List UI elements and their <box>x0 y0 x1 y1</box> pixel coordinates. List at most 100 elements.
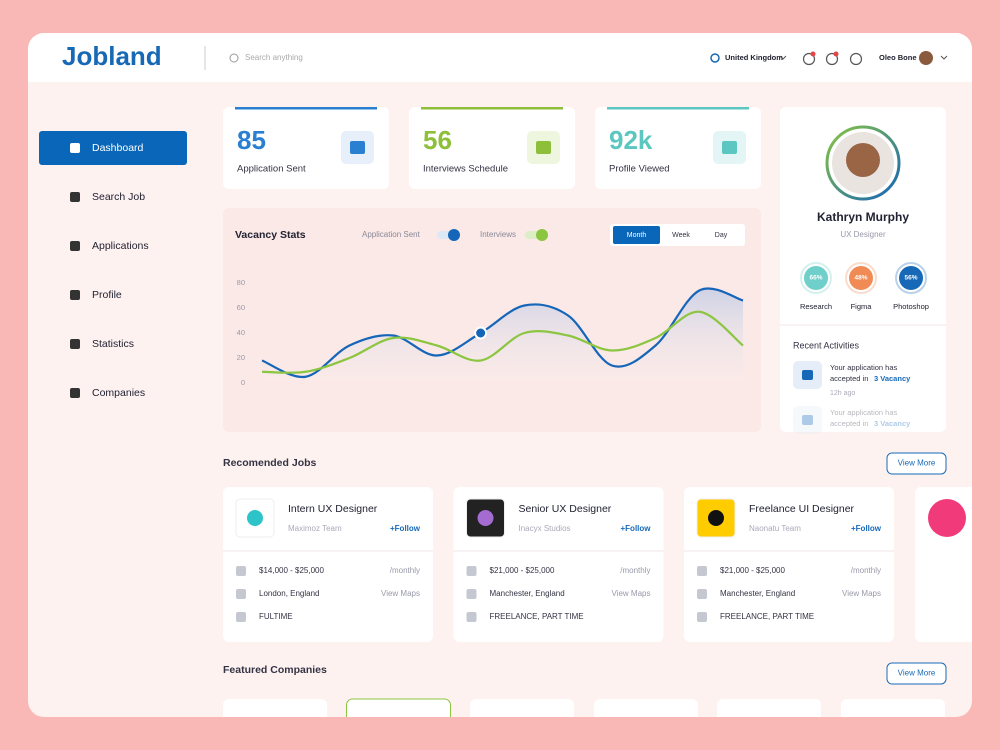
search-input[interactable]: Search anything <box>245 53 303 62</box>
stat-card <box>409 107 575 189</box>
nav-item[interactable]: Dashboard <box>92 142 144 154</box>
highlight-point[interactable] <box>474 326 488 340</box>
company-card[interactable] <box>223 699 327 739</box>
user-avatar <box>919 51 933 65</box>
nav-icon <box>70 143 80 153</box>
follow-button[interactable]: +Follow <box>621 524 652 533</box>
job-company: Maximoz Team <box>288 524 342 533</box>
skill-value: 66% <box>809 275 822 282</box>
company-card[interactable] <box>346 698 451 739</box>
user-name: Oleo Bone <box>879 53 917 62</box>
skill-circle <box>804 266 828 290</box>
activity-text: accepted in <box>830 419 868 428</box>
row-icon <box>697 589 707 599</box>
company-logo-glyph <box>247 510 263 526</box>
job-maps[interactable]: View Maps <box>381 589 420 598</box>
nav-item[interactable]: Applications <box>92 240 149 252</box>
header-icon[interactable] <box>849 52 863 66</box>
legend-swatch <box>536 229 548 241</box>
row-icon <box>236 566 246 576</box>
nav-item[interactable]: Profile <box>92 289 122 301</box>
follow-button[interactable]: +Follow <box>390 524 421 533</box>
skill-name: Photoshop <box>893 302 929 311</box>
job-title: Senior UX Designer <box>519 503 612 515</box>
company-card[interactable] <box>841 699 945 739</box>
search-icon <box>229 53 239 63</box>
stat-icon-glyph <box>350 141 365 154</box>
y-tick-label: 20 <box>237 353 245 362</box>
profile-role: UX Designer <box>840 230 886 239</box>
area-fill <box>262 288 743 381</box>
company-card[interactable] <box>717 699 821 739</box>
job-period: /monthly <box>390 566 420 575</box>
stat-value: 56 <box>423 125 452 155</box>
tab-active <box>613 226 660 244</box>
y-tick-label: 0 <box>241 378 245 387</box>
legend-label: Application Sent <box>362 230 421 239</box>
job-salary: $21,000 - $25,000 <box>720 566 785 575</box>
job-salary: $21,000 - $25,000 <box>490 566 555 575</box>
follow-button[interactable]: +Follow <box>851 524 882 533</box>
legend-swatch <box>448 229 460 241</box>
job-card <box>684 487 894 642</box>
series-line <box>261 310 744 374</box>
skill-ring <box>845 262 877 294</box>
nav-icon <box>70 192 80 202</box>
stat-card <box>595 107 761 189</box>
company-logo <box>928 499 966 537</box>
tab[interactable]: Month <box>627 232 647 239</box>
location-icon <box>710 53 720 63</box>
job-company: Inacyx Studios <box>519 524 571 533</box>
nav-item[interactable]: Search Job <box>92 191 145 203</box>
stat-label: Application Sent <box>237 164 306 175</box>
company-logo-glyph <box>708 510 724 526</box>
job-location: London, England <box>259 589 320 598</box>
activities-title: Recent Activities <box>793 340 860 350</box>
badge <box>833 51 839 57</box>
chevron <box>940 55 948 60</box>
activity: Your application has accepted in 3 Vacancy <box>793 406 911 434</box>
nav-icon <box>70 290 80 300</box>
skill-name: Research <box>800 302 832 311</box>
skill-value: 48% <box>854 275 867 282</box>
job-location: Manchester, England <box>490 589 565 598</box>
activity-highlight: 3 Vacancy <box>874 374 911 383</box>
legend-label: Interviews <box>480 230 516 239</box>
job-title: Intern UX Designer <box>288 503 378 515</box>
row-icon <box>236 612 246 622</box>
activity-icon <box>793 406 822 434</box>
job-type: FREELANCE, PART TIME <box>490 612 584 621</box>
nav-icon <box>70 241 80 251</box>
tab[interactable]: Week <box>672 232 690 239</box>
view-more-label: View More <box>898 669 936 678</box>
avatar-face <box>846 143 880 177</box>
header-icon[interactable] <box>825 52 839 66</box>
company-card[interactable] <box>594 699 698 739</box>
job-card <box>915 487 972 642</box>
nav-item[interactable]: Companies <box>92 387 145 399</box>
nav-item[interactable]: Statistics <box>92 338 134 350</box>
company-logo-glyph <box>477 510 494 526</box>
tab[interactable]: Day <box>715 232 728 239</box>
job-maps[interactable]: View Maps <box>842 589 881 598</box>
skill-value: 56% <box>904 275 917 282</box>
skill-ring <box>800 262 832 294</box>
stat-card <box>223 107 389 189</box>
job-type: FREELANCE, PART TIME <box>720 612 814 621</box>
view-more-button[interactable] <box>886 662 947 685</box>
chevron <box>779 55 787 60</box>
row-icon <box>236 589 246 599</box>
y-tick-label: 80 <box>237 278 245 287</box>
view-more-button[interactable] <box>886 452 947 475</box>
skill-circle <box>849 266 873 290</box>
activity-text: Your application has <box>830 408 898 417</box>
job-maps[interactable]: View Maps <box>612 589 651 598</box>
content: Jobland Search anything United Kingdom Oleo… <box>28 33 972 739</box>
job-location: Manchester, England <box>720 589 795 598</box>
header-icon[interactable] <box>802 52 816 66</box>
stat-value: 85 <box>237 125 266 155</box>
job-card <box>453 487 664 642</box>
company-card[interactable] <box>470 699 574 739</box>
series-line <box>261 287 744 378</box>
